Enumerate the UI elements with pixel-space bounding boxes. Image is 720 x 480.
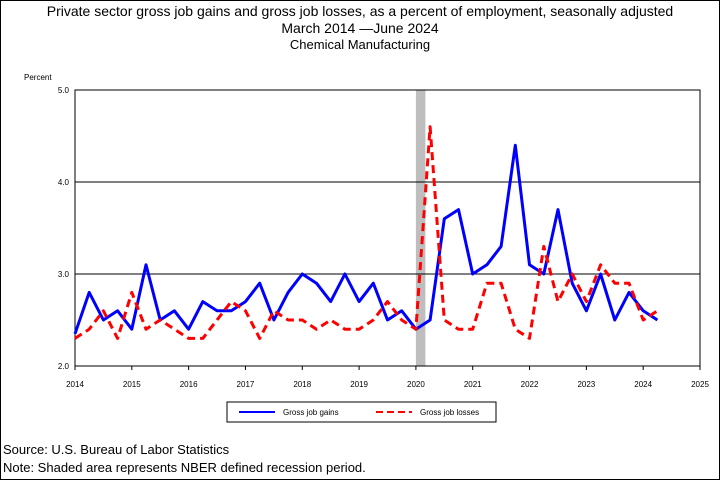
source-note: Source: U.S. Bureau of Labor Statistics [3, 442, 230, 457]
x-tick-label-2017: 2017 [237, 380, 255, 389]
y-tick-label-4.0: 4.0 [58, 178, 70, 187]
chart-titles: Private sector gross job gains and gross… [0, 3, 720, 53]
x-tick-label-2014: 2014 [66, 380, 84, 389]
y-tick-label-5.0: 5.0 [58, 86, 70, 95]
legend-box [226, 401, 497, 423]
x-tick-label-2024: 2024 [634, 380, 652, 389]
x-tick-label-2018: 2018 [293, 380, 311, 389]
series-line-gross-job-gains [73, 143, 659, 335]
series-line-gross-job-losses [74, 125, 659, 340]
chart-title: Private sector gross job gains and gross… [46, 3, 674, 19]
y-axis-ticks: 2.0 3.0 4.0 5.0 [58, 86, 70, 371]
y-tick-label-3.0: 3.0 [58, 270, 70, 279]
chart-subtitle-industry: Chemical Manufacturing [289, 37, 431, 52]
legend-label-1: Gross job losses [420, 408, 479, 417]
chart-subtitle: March 2014 —June 2024 [281, 20, 439, 36]
x-tick-label-2021: 2021 [464, 380, 482, 389]
series-lines [73, 125, 659, 340]
x-axis-ticks: 2014 2015 2016 2017 2018 2019 2020 2021 2022 2023… [66, 366, 709, 389]
x-tick-label-2019: 2019 [350, 380, 368, 389]
y-tick-label-2.0: 2.0 [58, 362, 70, 371]
y-axis-label: Percent [24, 73, 52, 82]
recession-note: Note: Shaded area represents NBER define… [3, 460, 366, 475]
x-tick-label-2020: 2020 [407, 380, 425, 389]
axes [74, 89, 701, 367]
legend: Gross job gains Gross job losses [226, 401, 497, 423]
x-tick-label-2025: 2025 [691, 380, 709, 389]
plot-area-border [74, 89, 701, 367]
x-tick-label-2023: 2023 [577, 380, 595, 389]
x-tick-label-2022: 2022 [521, 380, 539, 389]
recession-shade [415, 90, 426, 366]
x-tick-label-2016: 2016 [180, 380, 198, 389]
recession-band [415, 90, 426, 366]
x-tick-label-2015: 2015 [123, 380, 141, 389]
legend-label-0: Gross job gains [283, 408, 339, 417]
